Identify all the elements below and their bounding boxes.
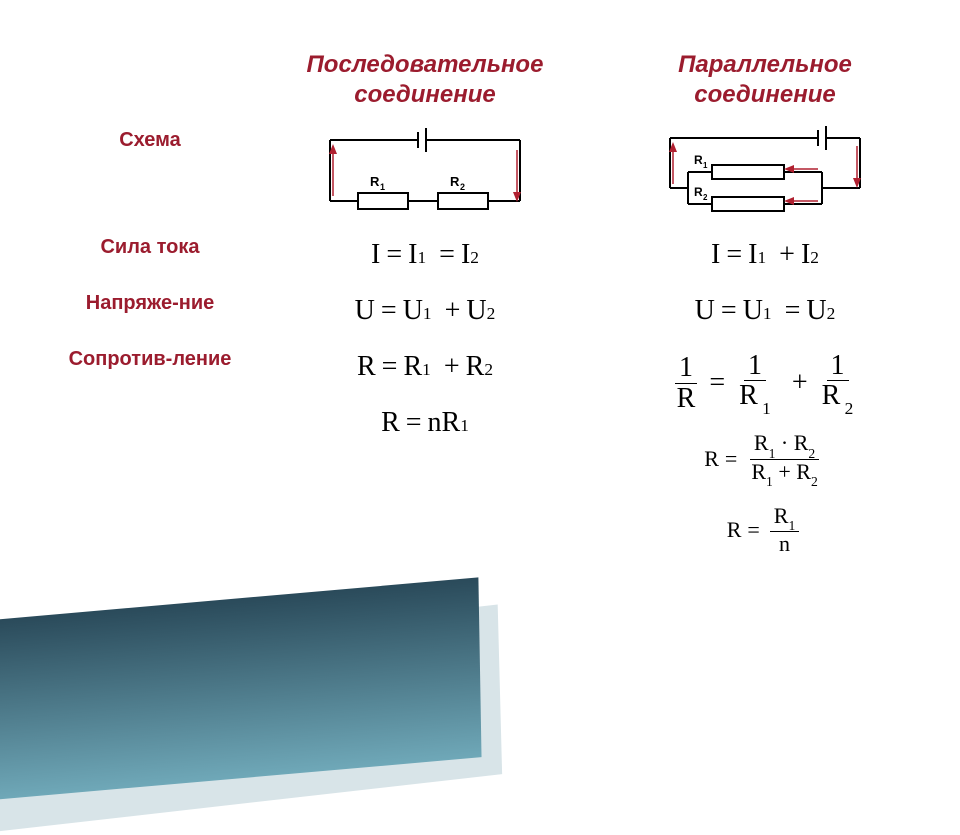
series-resistance-formula-1: R=R1 +R2	[357, 351, 493, 383]
series-resistance-formula-2: R=nR1	[381, 407, 469, 439]
parallel-resistance-cell: 1R = 1R 1 + 1R 2 R= R1 · R2 R1 + R2 R= R…	[610, 339, 920, 567]
parallel-resistance-formula-1: 1R = 1R 1 + 1R 2	[669, 351, 862, 415]
svg-text:2: 2	[703, 193, 708, 202]
svg-text:1: 1	[703, 161, 708, 170]
svg-text:R: R	[450, 174, 460, 189]
svg-text:R: R	[694, 185, 703, 199]
svg-text:R: R	[370, 174, 380, 189]
series-circuit-diagram: R 1 R 2	[310, 126, 540, 221]
parallel-resistance-formula-2: R= R1 · R2 R1 + R2	[704, 431, 826, 487]
row-label-current-text: Сила тока	[100, 235, 199, 259]
series-resistance-cell: R=R1 +R2 R=nR1	[270, 339, 580, 567]
row-label-current: Сила тока	[60, 227, 240, 283]
parallel-current-cell: I=I1 +I2	[610, 227, 920, 283]
series-current-formula: I=I1 =I2	[371, 239, 479, 271]
parallel-circuit-diagram: R 1 R 2	[650, 126, 880, 221]
series-voltage-cell: U=U1 +U2	[270, 283, 580, 339]
comparison-table: Последовательн­ое соединение Параллельно…	[0, 0, 960, 567]
parallel-current-formula: I=I1 +I2	[711, 239, 819, 271]
series-circuit-cell: R 1 R 2	[270, 120, 580, 227]
parallel-resistance-formula-3: R= R1 n	[727, 504, 804, 556]
row-label-voltage: Напряже-ние	[60, 283, 240, 339]
series-current-cell: I=I1 =I2	[270, 227, 580, 283]
parallel-voltage-formula: U=U1 =U2	[695, 295, 836, 327]
svg-text:2: 2	[460, 182, 465, 192]
series-header: Последовательн­ое соединение	[270, 50, 580, 120]
empty-corner	[60, 50, 240, 120]
series-voltage-formula: U=U1 +U2	[355, 295, 496, 327]
parallel-circuit-cell: R 1 R 2	[610, 120, 920, 227]
row-label-resistance: Сопротив-ление	[60, 339, 240, 567]
row-label-scheme: Схема	[60, 120, 240, 227]
parallel-header: Параллельное соединение	[610, 50, 920, 120]
parallel-voltage-cell: U=U1 =U2	[610, 283, 920, 339]
svg-text:1: 1	[380, 182, 385, 192]
svg-text:R: R	[694, 153, 703, 167]
